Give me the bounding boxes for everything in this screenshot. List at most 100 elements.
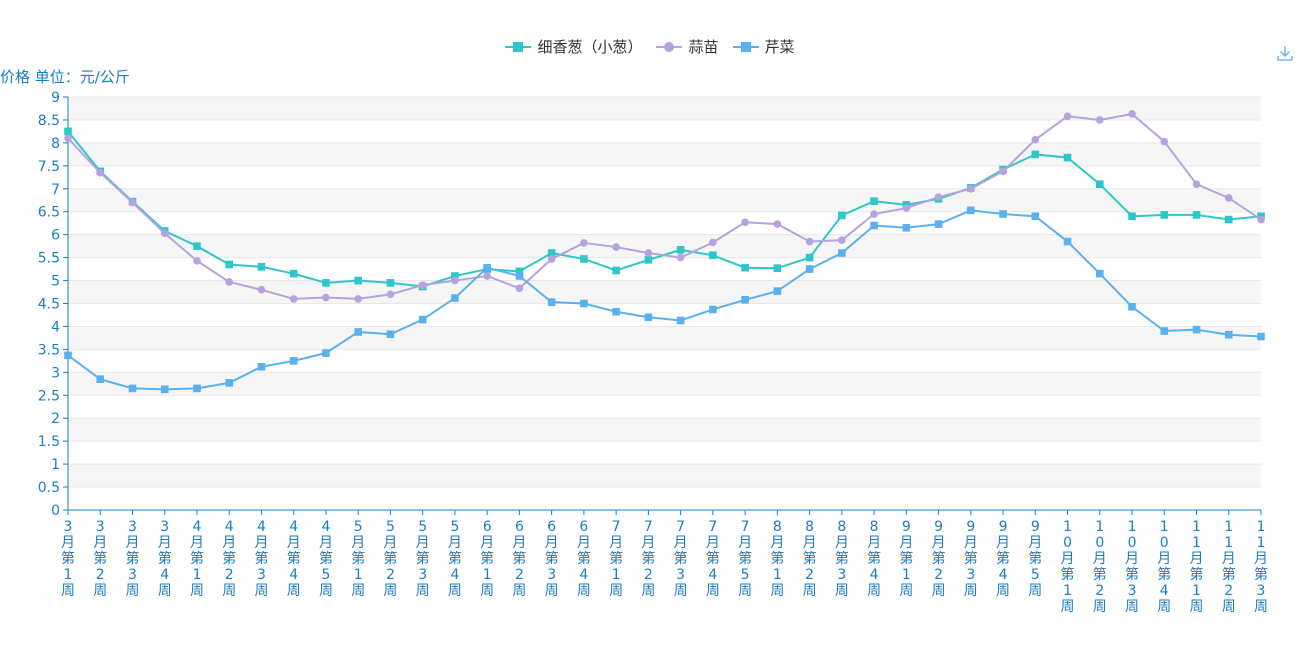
x-tick-label: 7 月第 5 周 <box>738 519 752 599</box>
x-tick-label: 1 0 月第 1 周 <box>1061 519 1075 615</box>
data-point-0 <box>709 251 717 260</box>
data-point-2 <box>64 351 72 360</box>
data-point-0 <box>741 263 749 272</box>
data-point-1 <box>1160 137 1169 146</box>
data-point-2 <box>1160 327 1169 335</box>
data-point-2 <box>838 249 846 257</box>
grid-band <box>68 418 1261 442</box>
data-point-1 <box>580 239 588 247</box>
legend-label-scallion: 细香葱（小葱） <box>537 38 643 56</box>
data-point-0 <box>805 253 814 262</box>
data-point-2 <box>676 316 685 325</box>
y-tick-label: 8.5 <box>38 113 60 129</box>
data-point-2 <box>1224 330 1233 339</box>
data-point-0 <box>257 262 266 271</box>
legend-swatch-celery <box>732 40 759 54</box>
download-icon[interactable] <box>1276 44 1294 62</box>
data-point-1 <box>934 193 943 201</box>
data-point-0 <box>322 279 330 287</box>
data-point-1 <box>193 257 201 265</box>
y-tick-label: 6.5 <box>38 205 60 221</box>
data-point-1 <box>870 210 878 218</box>
y-tick-label: 5.5 <box>38 251 60 267</box>
data-point-2 <box>580 299 588 308</box>
data-point-2 <box>386 330 395 339</box>
data-point-0 <box>193 242 201 250</box>
data-point-1 <box>1095 116 1104 124</box>
grid-band <box>68 372 1261 396</box>
x-tick-label: 7 月第 4 周 <box>706 519 720 599</box>
data-point-2 <box>1257 332 1265 341</box>
data-point-0 <box>1192 211 1201 219</box>
x-tick-label: 4 月第 5 周 <box>319 519 333 599</box>
data-point-2 <box>805 265 814 273</box>
x-tick-label: 1 0 月第 4 周 <box>1157 519 1171 615</box>
y-tick-label: 9 <box>51 90 60 106</box>
x-tick-label: 3 月第 2 周 <box>93 519 107 599</box>
data-point-1 <box>1031 135 1040 144</box>
y-tick-label: 3 <box>51 365 60 381</box>
x-tick-label: 1 0 月第 3 周 <box>1125 519 1139 615</box>
data-point-1 <box>418 281 427 289</box>
data-point-1 <box>96 168 105 177</box>
y-tick-label: 1.5 <box>38 434 60 450</box>
x-tick-label: 1 1 月第 1 周 <box>1190 519 1204 615</box>
x-tick-label: 5 月第 3 周 <box>416 519 430 599</box>
x-tick-label: 4 月第 1 周 <box>190 519 204 599</box>
data-point-2 <box>644 313 653 322</box>
data-point-2 <box>547 298 556 306</box>
legend-item-garlic-sprout[interactable]: 蒜苗 <box>656 36 719 57</box>
data-point-2 <box>773 287 782 295</box>
data-point-1 <box>128 198 137 207</box>
data-point-1 <box>1128 110 1136 118</box>
data-point-2 <box>1031 212 1040 221</box>
data-point-1 <box>676 253 685 262</box>
data-point-2 <box>934 220 943 228</box>
data-point-0 <box>225 260 234 269</box>
x-tick-label: 8 月第 2 周 <box>803 519 817 599</box>
data-point-1 <box>709 238 717 247</box>
data-point-1 <box>386 290 395 299</box>
series-line-2 <box>67 209 1262 391</box>
x-tick-label: 1 1 月第 3 周 <box>1254 519 1268 615</box>
y-tick-label: 3.5 <box>38 342 60 358</box>
data-point-0 <box>354 276 362 285</box>
data-point-2 <box>128 384 137 393</box>
x-tick-label: 8 月第 1 周 <box>770 519 784 599</box>
y-tick-label: 7.5 <box>38 159 60 175</box>
data-point-2 <box>193 384 201 393</box>
y-tick-label: 8 <box>51 136 60 152</box>
data-point-2 <box>1063 237 1072 246</box>
data-point-2 <box>741 296 749 304</box>
data-point-2 <box>418 315 427 324</box>
x-tick-label: 1 1 月第 2 周 <box>1222 519 1236 615</box>
legend-item-celery[interactable]: 芹菜 <box>732 36 795 57</box>
y-tick-label: 1 <box>51 457 60 473</box>
data-point-2 <box>1095 269 1104 278</box>
legend-swatch-scallion <box>505 40 532 54</box>
x-tick-label: 6 月第 4 周 <box>577 519 591 599</box>
x-tick-label: 4 月第 2 周 <box>222 519 236 599</box>
x-tick-label: 5 月第 1 周 <box>351 519 365 599</box>
data-point-2 <box>612 307 620 316</box>
data-point-0 <box>838 211 846 220</box>
data-point-2 <box>1192 325 1201 334</box>
data-point-1 <box>322 293 330 302</box>
legend: 细香葱（小葱） 蒜苗 芹菜 <box>0 36 1300 57</box>
data-point-1 <box>483 272 491 280</box>
data-point-1 <box>1257 215 1265 224</box>
x-tick-label: 8 月第 3 周 <box>835 519 849 599</box>
data-point-2 <box>96 375 105 384</box>
legend-item-scallion[interactable]: 细香葱（小葱） <box>505 36 642 57</box>
data-point-0 <box>1224 215 1233 224</box>
data-point-2 <box>354 328 362 336</box>
data-point-2 <box>160 385 169 394</box>
x-tick-label: 7 月第 1 周 <box>609 519 623 599</box>
data-point-1 <box>838 236 846 244</box>
x-tick-label: 4 月第 4 周 <box>287 519 301 599</box>
grid-band <box>68 234 1261 258</box>
y-tick-label: 4 <box>51 319 60 335</box>
data-point-1 <box>967 184 975 193</box>
data-point-1 <box>999 167 1007 176</box>
data-point-2 <box>225 379 234 387</box>
